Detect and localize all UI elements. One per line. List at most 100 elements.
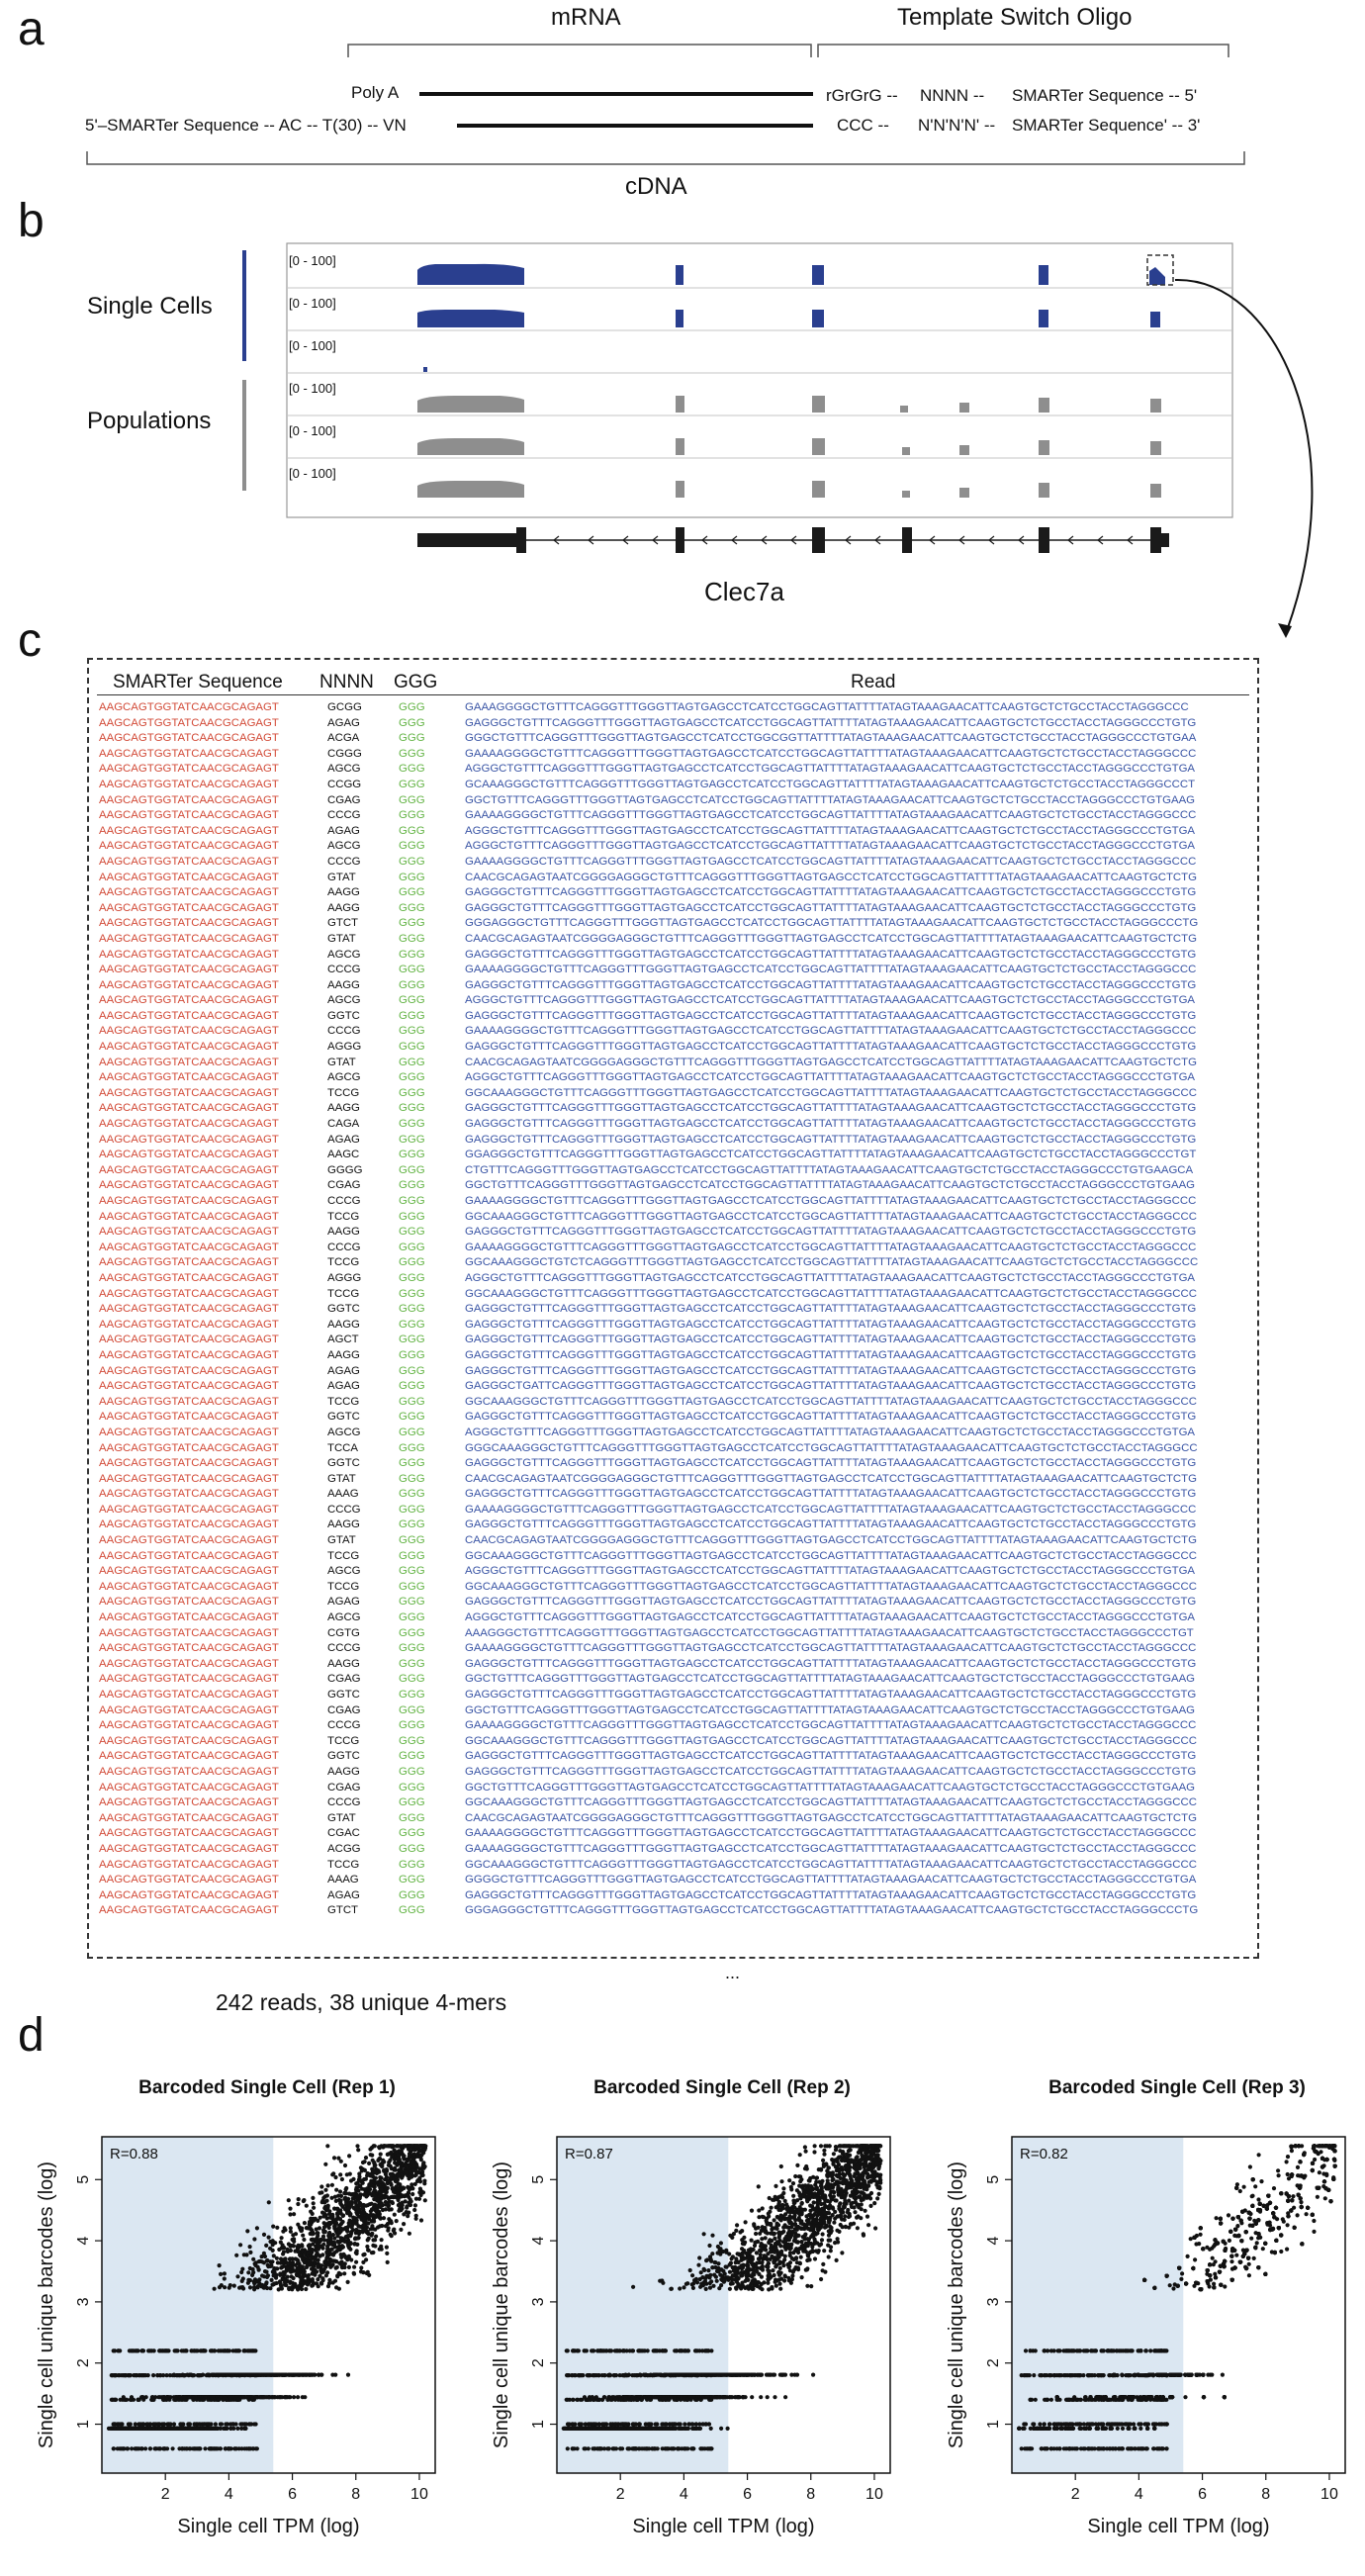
smarter-cell: AAGCAGTGGTATCAACGCAGAGT: [99, 1025, 279, 1038]
scatter-point: [310, 2232, 315, 2237]
smarter-cell: AAGCAGTGGTATCAACGCAGAGT: [99, 1750, 279, 1763]
scatter-point: [282, 2271, 287, 2276]
scatter-point: [296, 2395, 301, 2400]
ggg-cell: GGG: [399, 1488, 425, 1501]
scatter-point: [253, 2348, 258, 2353]
scatter-point: [418, 2153, 423, 2158]
scatter-point: [288, 2260, 293, 2265]
track-range-5: [0 - 100]: [289, 423, 336, 438]
scatter-point: [368, 2147, 373, 2152]
scatter-point: [300, 2248, 305, 2253]
scatter-point: [343, 2226, 348, 2231]
scatter-point: [262, 2254, 268, 2259]
smarter-cell: AAGCAGTGGTATCAACGCAGAGT: [99, 932, 279, 945]
scatter-point: [127, 2348, 132, 2353]
scatter-point: [379, 2238, 384, 2243]
smarter-cell: AAGCAGTGGTATCAACGCAGAGT: [99, 1133, 279, 1146]
read-cell: GAGGGCTGTTTCAGGGTTTGGGTTAGTGAGCCTCATCCTG…: [465, 1303, 1197, 1316]
scatter-point: [364, 2229, 369, 2234]
nnnn-cell: GTAT: [327, 1472, 356, 1485]
scatter-point: [378, 2152, 383, 2157]
scatter-point: [217, 2263, 222, 2268]
scatter-point: [271, 2224, 276, 2229]
scatter-point: [873, 2226, 878, 2231]
scatter-point: [399, 2166, 404, 2171]
ggg-cell: GGG: [399, 1195, 425, 1207]
read-cell: GGCAAAGGGCTGTTTCAGGGTTTGGGTTAGTGAGCCTCAT…: [465, 1796, 1197, 1809]
read-cell: GGCAAAGGGCTGTTTCAGGGTTTGGGTTAGTGAGCCTCAT…: [465, 1734, 1197, 1747]
scatter-point: [268, 2239, 273, 2245]
scatter-point: [304, 2226, 309, 2231]
scatter-point: [719, 2283, 724, 2288]
scatter-point: [293, 2249, 298, 2254]
ggg-cell: GGG: [399, 1657, 425, 1670]
scatter-point: [293, 2281, 298, 2286]
scatter-point: [847, 2198, 852, 2203]
scatter-point: [302, 2221, 307, 2226]
scatter-point: [320, 2234, 326, 2239]
read-cell: GAGGGCTGTTTCAGGGTTTGGGTTAGTGAGCCTCATCCTG…: [465, 948, 1197, 961]
scatter-point: [351, 2220, 356, 2225]
scatter-point: [381, 2181, 386, 2186]
scatter-point: [354, 2181, 359, 2186]
smarter-cell: AAGCAGTGGTATCAACGCAGAGT: [99, 1657, 279, 1670]
nnnn-cell: GGGG: [327, 1163, 363, 1176]
ggg-cell: GGG: [399, 1503, 425, 1516]
nnnn-cell: CCCG: [327, 1241, 361, 1253]
ggg-cell: GGG: [399, 1334, 425, 1346]
scatter-point: [266, 2200, 271, 2205]
smarter-cell: AAGCAGTGGTATCAACGCAGAGT: [99, 1318, 279, 1331]
scatter-point: [242, 2446, 247, 2451]
ggg-cell: GGG: [399, 1256, 425, 1269]
scatter-point: [372, 2163, 377, 2168]
scatter-point: [364, 2194, 369, 2199]
panel-letter-a: a: [18, 3, 45, 55]
scatter-point: [293, 2256, 298, 2261]
scatter-point: [311, 2237, 316, 2242]
scatter-point: [325, 2144, 330, 2149]
scatter-point: [355, 2212, 360, 2217]
scatter-point: [252, 2237, 257, 2242]
scatter-point: [390, 2200, 395, 2206]
scatter-point: [300, 2283, 305, 2288]
scatter-point: [161, 2422, 167, 2427]
scatter-point: [348, 2247, 353, 2252]
scatter-point: [714, 2278, 719, 2283]
scatter-point: [373, 2175, 378, 2180]
scatter-point: [373, 2208, 379, 2213]
scatter-point: [239, 2269, 244, 2275]
nnnn-cell: CCCG: [327, 1719, 361, 1732]
smarter-5-label: SMARTer Sequence -- 5': [1012, 86, 1198, 105]
single-cells-bar: [242, 250, 246, 361]
scatter-point: [324, 2216, 329, 2221]
scatter-point: [420, 2169, 425, 2174]
read-cell: GGCAAAGGGCTGTTTCAGGGTTTGGGTTAGTGAGCCTCAT…: [465, 1858, 1197, 1871]
ggg-cell: GGG: [399, 1765, 425, 1778]
track-range-1: [0 - 100]: [289, 253, 336, 268]
scatter-point: [222, 2276, 227, 2281]
scatter-point: [868, 2203, 873, 2208]
scatter-point: [135, 2446, 139, 2451]
smarter-cell: AAGCAGTGGTATCAACGCAGAGT: [99, 1348, 279, 1361]
smarter-cell: AAGCAGTGGTATCAACGCAGAGT: [99, 793, 279, 806]
scatter-point: [240, 2266, 245, 2271]
scatter-point: [136, 2373, 141, 2378]
scatter-point: [826, 2233, 832, 2238]
scatter-point: [214, 2426, 219, 2431]
scatter-point: [157, 2348, 162, 2353]
scatter-point: [123, 2373, 128, 2378]
nnnn-cell: CGAG: [327, 1703, 361, 1716]
scatter-point: [240, 2276, 245, 2281]
read-cell: GGCAAAGGGCTGTCTCAGGGTTTGGGTTAGTGAGCCTCAT…: [465, 1256, 1199, 1269]
scatter-point: [278, 2281, 283, 2286]
scatter-point: [342, 2271, 347, 2276]
nnnn-cell: AGAG: [327, 1596, 360, 1609]
scatter-point: [383, 2171, 388, 2177]
scatter-point: [236, 2348, 241, 2353]
ggg-cell: GGG: [399, 1287, 425, 1300]
scatter-point: [806, 2253, 811, 2257]
smarter-cell: AAGCAGTGGTATCAACGCAGAGT: [99, 1827, 279, 1840]
scatter-point: [415, 2177, 420, 2182]
scatter-point: [329, 2263, 334, 2268]
scatter-point: [138, 2426, 144, 2431]
